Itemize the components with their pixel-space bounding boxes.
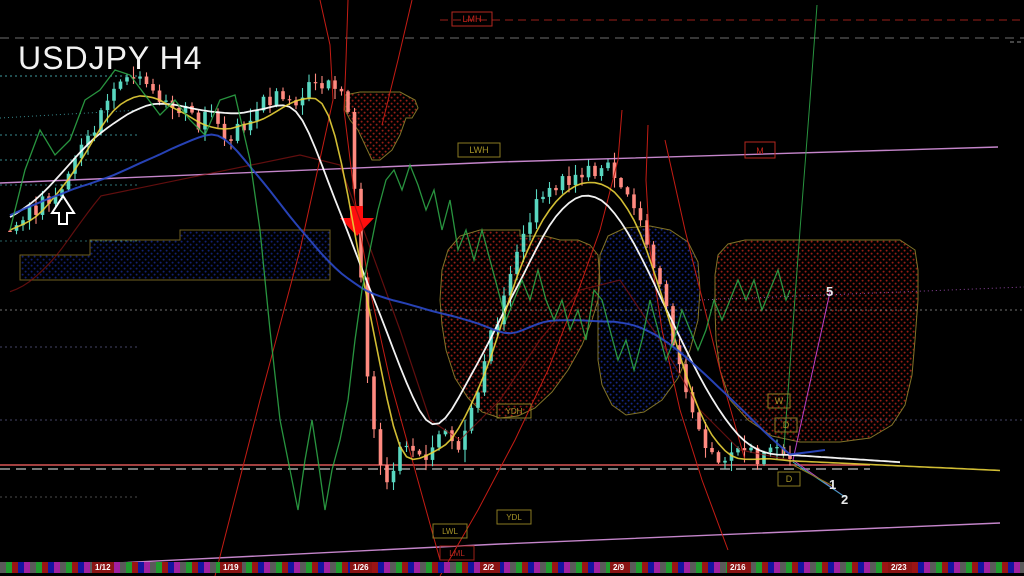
svg-text:5: 5 [826, 284, 833, 299]
svg-text:LWL: LWL [442, 527, 458, 536]
svg-text:M: M [756, 146, 764, 156]
svg-text:YDH: YDH [506, 407, 523, 416]
svg-text:D: D [786, 474, 793, 484]
svg-text:1: 1 [829, 477, 836, 492]
svg-text:2/9: 2/9 [613, 563, 625, 572]
svg-text:D: D [783, 420, 790, 430]
svg-text:2: 2 [841, 492, 848, 507]
svg-text:2/23: 2/23 [891, 563, 907, 572]
svg-text:LWH: LWH [469, 145, 488, 155]
svg-text:LML: LML [449, 549, 465, 558]
svg-text:1/26: 1/26 [353, 563, 369, 572]
svg-text:1/19: 1/19 [223, 563, 239, 572]
svg-text:LMH: LMH [462, 14, 481, 24]
svg-text:YDL: YDL [506, 513, 522, 522]
svg-text:1/12: 1/12 [95, 563, 111, 572]
svg-text:2/2: 2/2 [483, 563, 495, 572]
svg-text:W: W [775, 396, 784, 406]
svg-text:2/16: 2/16 [730, 563, 746, 572]
